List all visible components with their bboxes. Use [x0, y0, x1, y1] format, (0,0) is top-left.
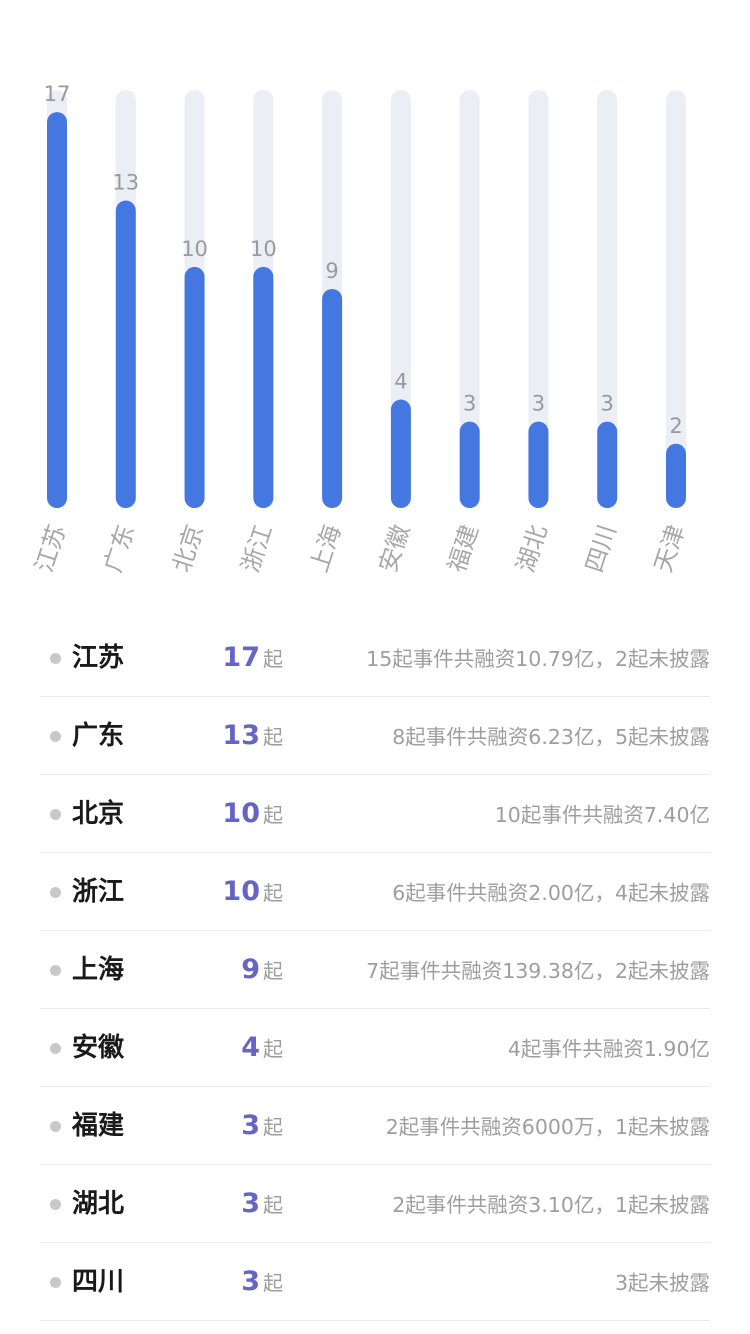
financing-description: 3起未披露: [614, 1271, 710, 1295]
event-count: 4: [241, 1032, 260, 1063]
bar: [184, 266, 205, 508]
bar-track: [528, 90, 549, 508]
event-count: 13: [222, 720, 260, 751]
bar-value-label: 4: [394, 370, 407, 394]
bullet-dot-icon: [50, 1121, 61, 1132]
province-name: 福建: [72, 1111, 125, 1141]
financing-description: 15起事件共融资10.79亿，2起未披露: [366, 647, 710, 671]
event-count: 10: [222, 876, 260, 907]
list-item[interactable]: 浙江 10 起 6起事件共融资2.00亿，4起未披露: [40, 853, 710, 931]
x-tick-label: 北京: [167, 521, 208, 575]
count-unit: 起: [263, 1193, 283, 1217]
bullet-dot-icon: [50, 1199, 61, 1210]
bar-value-label: 9: [325, 259, 338, 283]
province-name: 安徽: [72, 1033, 125, 1063]
bullet-dot-icon: [50, 887, 61, 898]
event-count: 17: [222, 642, 260, 673]
count-unit: 起: [263, 959, 283, 983]
bar: [597, 421, 618, 508]
financing-description: 2起事件共融资3.10亿，1起未披露: [392, 1193, 710, 1217]
bullet-dot-icon: [50, 653, 61, 664]
event-count: 3: [241, 1110, 260, 1141]
province-name: 湖北: [72, 1189, 125, 1219]
bar: [47, 112, 67, 508]
x-tick-label: 天津: [649, 521, 690, 575]
bar: [666, 443, 686, 508]
event-count: 10: [222, 798, 260, 829]
province-name: 上海: [72, 955, 125, 985]
financing-description: 6起事件共融资2.00亿，4起未披露: [392, 881, 710, 905]
province-name: 江苏: [72, 643, 125, 673]
list-item[interactable]: 四川 3 起 3起未披露: [40, 1243, 710, 1321]
event-count: 9: [241, 954, 260, 985]
province-list: 江苏 17 起 15起事件共融资10.79亿，2起未披露 广东 13 起 8起事…: [40, 619, 710, 1321]
x-tick-label: 湖北: [511, 521, 552, 575]
financing-description: 10起事件共融资7.40亿: [494, 803, 710, 827]
bar: [390, 399, 411, 508]
count-unit: 起: [263, 1037, 283, 1061]
province-name: 四川: [72, 1267, 125, 1297]
bar-track: [666, 90, 686, 508]
x-tick-label: 浙江: [236, 521, 277, 575]
x-tick-label: 四川: [580, 521, 621, 575]
list-item[interactable]: 北京 10 起 10起事件共融资7.40亿: [40, 775, 710, 853]
bar-value-label: 13: [112, 171, 139, 195]
bar: [322, 289, 343, 508]
bar: [253, 266, 274, 508]
bar-value-label: 3: [601, 392, 614, 416]
list-item[interactable]: 江苏 17 起 15起事件共融资10.79亿，2起未披露: [40, 619, 710, 697]
financing-description: 2起事件共融资6000万，1起未披露: [385, 1115, 710, 1139]
bar-value-label: 3: [463, 392, 476, 416]
province-name: 浙江: [72, 877, 125, 907]
financing-description: 4起事件共融资1.90亿: [507, 1037, 710, 1061]
province-name: 北京: [72, 799, 125, 829]
bullet-dot-icon: [50, 965, 61, 976]
bullet-dot-icon: [50, 1277, 61, 1288]
bar-chart-svg: 17 江苏 13 广东 10 北京 10 浙江 9 上海 4 安徽 3 福建 3 湖北 3 四川 2 天津: [30, 82, 690, 576]
bullet-dot-icon: [50, 1043, 61, 1054]
bar: [459, 421, 480, 508]
list-item[interactable]: 上海 9 起 7起事件共融资139.38亿，2起未披露: [40, 931, 710, 1009]
bar-value-label: 10: [250, 237, 277, 261]
count-unit: 起: [263, 647, 283, 671]
count-unit: 起: [263, 803, 283, 827]
event-count: 3: [241, 1188, 260, 1219]
list-item[interactable]: 湖北 3 起 2起事件共融资3.10亿，1起未披露: [40, 1165, 710, 1243]
bullet-dot-icon: [50, 809, 61, 820]
list-item[interactable]: 福建 3 起 2起事件共融资6000万，1起未披露: [40, 1087, 710, 1165]
x-tick-label: 广东: [99, 521, 140, 575]
count-unit: 起: [263, 1115, 283, 1139]
bar-value-label: 2: [669, 414, 682, 438]
financing-description: 7起事件共融资139.38亿，2起未披露: [366, 959, 710, 983]
count-unit: 起: [263, 881, 283, 905]
list-item[interactable]: 安徽 4 起 4起事件共融资1.90亿: [40, 1009, 710, 1087]
event-count: 3: [241, 1266, 260, 1297]
list-item[interactable]: 广东 13 起 8起事件共融资6.23亿，5起未披露: [40, 697, 710, 775]
x-tick-label: 福建: [443, 521, 484, 575]
province-name: 广东: [72, 721, 125, 751]
financing-description: 8起事件共融资6.23亿，5起未披露: [392, 725, 710, 749]
bar: [528, 421, 549, 508]
bar-value-label: 3: [532, 392, 545, 416]
count-unit: 起: [263, 1271, 283, 1295]
bar-chart: 17 江苏 13 广东 10 北京 10 浙江 9 上海 4 安徽 3 福建 3 湖北 3 四川 2 天津: [0, 0, 750, 610]
x-tick-label: 江苏: [30, 521, 71, 575]
count-unit: 起: [263, 725, 283, 749]
bar: [115, 200, 136, 509]
x-tick-label: 上海: [305, 521, 346, 575]
bar-value-label: 17: [44, 82, 71, 106]
bar-value-label: 10: [181, 237, 208, 261]
bullet-dot-icon: [50, 731, 61, 742]
x-tick-label: 安徽: [374, 521, 415, 575]
bar-track: [459, 90, 480, 508]
bar-track: [597, 90, 618, 508]
